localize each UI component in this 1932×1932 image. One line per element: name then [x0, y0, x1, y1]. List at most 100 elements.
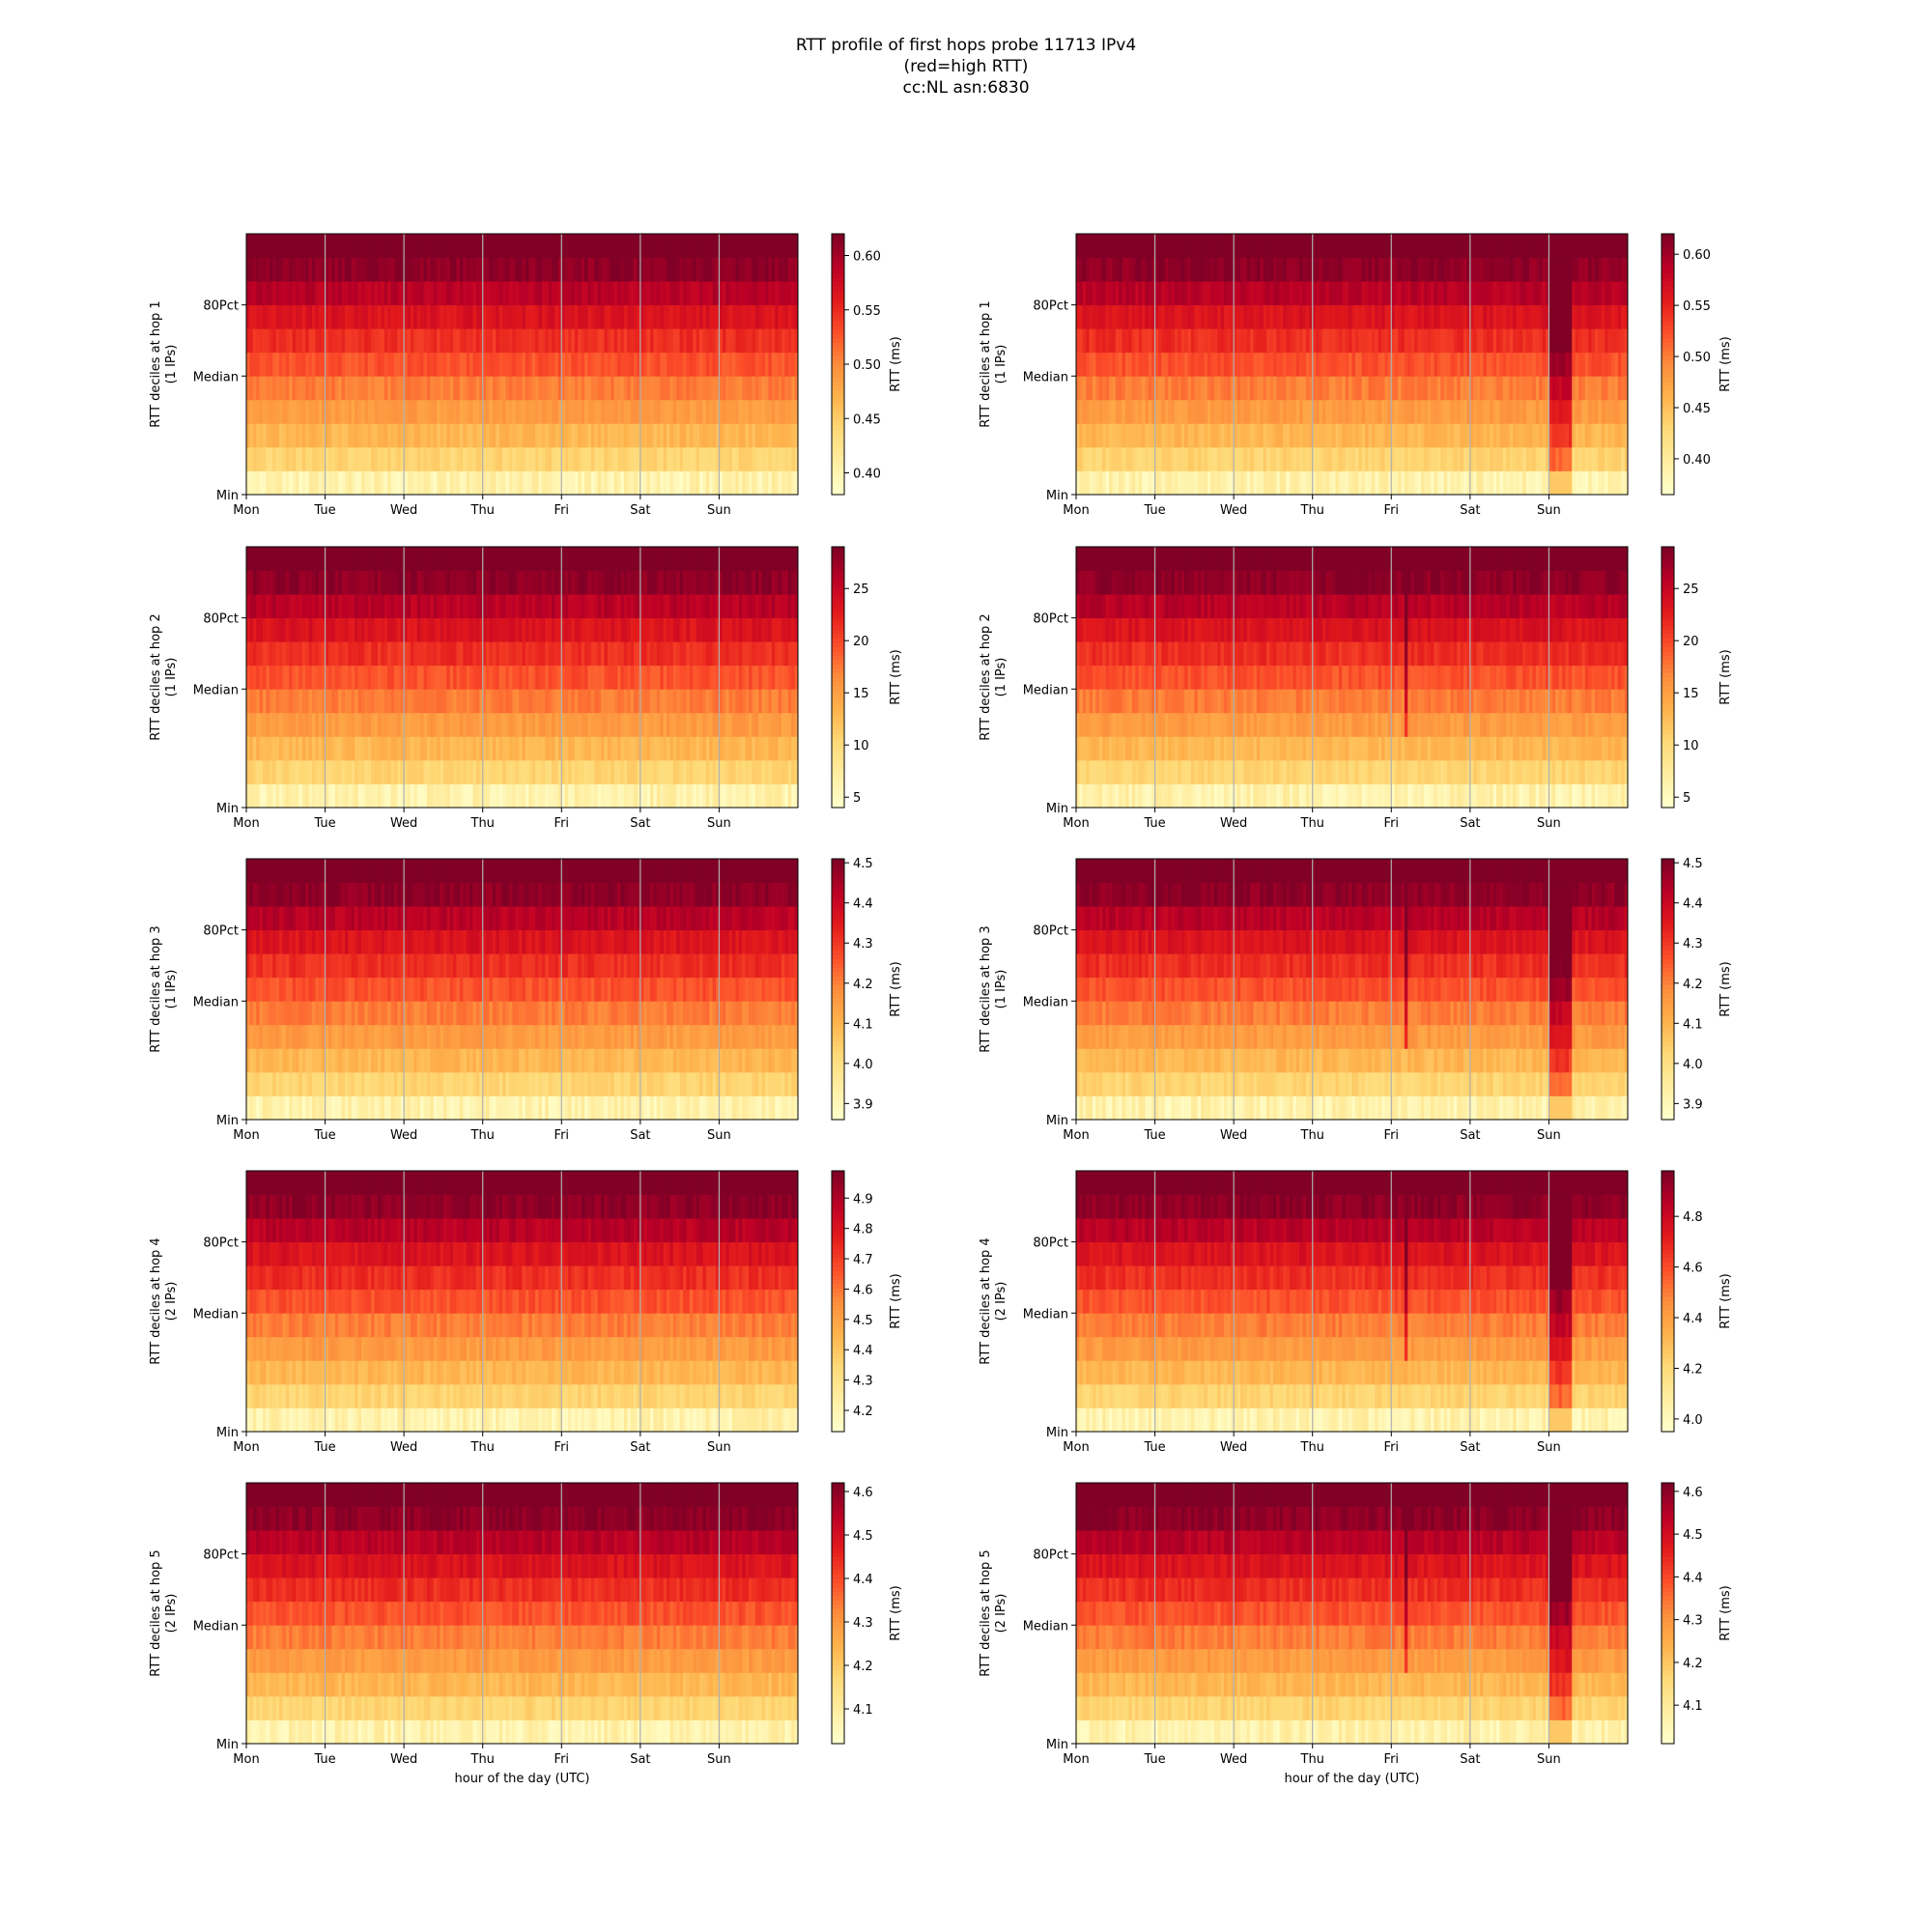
heatmap-cell: [338, 594, 342, 618]
heatmap-cell: [417, 641, 421, 666]
heatmap-cell: [1483, 447, 1487, 471]
heatmap-cell: [1539, 305, 1543, 329]
colorbar-segment: [1662, 273, 1674, 278]
heatmap-cell: [361, 328, 365, 353]
heatmap-cell: [702, 353, 706, 377]
heatmap-cell: [1205, 281, 1208, 305]
heatmap-cell: [460, 594, 464, 618]
heatmap-cell: [490, 234, 494, 258]
heatmap-cell: [368, 281, 372, 305]
heatmap-cell: [266, 258, 270, 282]
heatmap-cell: [1496, 400, 1500, 424]
heatmap-cell: [1358, 281, 1362, 305]
heatmap-cell: [1483, 258, 1487, 282]
heatmap-cell: [1608, 328, 1612, 353]
heatmap-cell: [1510, 258, 1514, 282]
heatmap-cell: [1145, 281, 1149, 305]
heatmap-cell: [1510, 353, 1514, 377]
heatmap-cell: [1598, 328, 1602, 353]
heatmap-cell: [535, 641, 539, 666]
heatmap-cell: [746, 423, 750, 447]
heatmap-cell: [526, 666, 529, 690]
heatmap-cell: [296, 736, 299, 760]
heatmap-cell: [634, 400, 638, 424]
heatmap-cell: [660, 353, 664, 377]
colorbar-segment: [1662, 343, 1674, 348]
heatmap-cell: [286, 571, 290, 595]
heatmap-cell: [394, 400, 398, 424]
heatmap-cell: [526, 376, 529, 400]
heatmap-cell: [669, 470, 673, 495]
heatmap-cell: [1283, 305, 1287, 329]
heatmap-cell: [420, 376, 424, 400]
heatmap-cell: [1158, 376, 1162, 400]
heatmap-cell: [1102, 234, 1106, 258]
heatmap-cell: [276, 783, 280, 808]
heatmap-cell: [1372, 447, 1376, 471]
heatmap-cell: [355, 258, 358, 282]
heatmap-cell: [1513, 470, 1517, 495]
heatmap-cell: [1431, 376, 1435, 400]
heatmap-cell: [1112, 470, 1116, 495]
heatmap-cell: [260, 713, 264, 737]
heatmap-cell: [335, 234, 339, 258]
heatmap-cell: [1214, 376, 1218, 400]
heatmap-cell: [1257, 447, 1261, 471]
heatmap-cell: [272, 713, 276, 737]
heatmap-cell: [1440, 470, 1444, 495]
heatmap-cell: [263, 736, 267, 760]
heatmap-cell: [713, 234, 717, 258]
heatmap-cell: [1090, 400, 1094, 424]
heatmap-cell: [1532, 328, 1536, 353]
heatmap-cell: [391, 689, 395, 713]
heatmap-cell: [1522, 447, 1526, 471]
heatmap-cell: [660, 470, 664, 495]
colorbar-segment: [832, 321, 844, 326]
heatmap-cell: [413, 328, 417, 353]
heatmap-cell: [309, 641, 313, 666]
heatmap-cell: [463, 594, 467, 618]
heatmap-cell: [1477, 353, 1481, 377]
heatmap-cell: [1447, 305, 1451, 329]
heatmap-cell: [1457, 376, 1461, 400]
heatmap-cell: [696, 328, 700, 353]
heatmap-cell: [1086, 328, 1090, 353]
heatmap-cell: [1254, 258, 1258, 282]
heatmap-cell: [1339, 353, 1343, 377]
heatmap-cell: [358, 423, 362, 447]
heatmap-cell: [554, 594, 558, 618]
heatmap-cell: [735, 376, 739, 400]
heatmap-cell: [1602, 234, 1605, 258]
heatmap-cell: [443, 305, 447, 329]
heatmap-cell: [381, 234, 384, 258]
heatmap-cell: [611, 470, 614, 495]
heatmap-cell: [249, 760, 253, 784]
heatmap-cell: [1444, 353, 1448, 377]
heatmap-cell: [342, 305, 346, 329]
heatmap-cell: [1384, 470, 1388, 495]
heatmap-cell: [493, 234, 497, 258]
heatmap-cell: [1122, 470, 1126, 495]
heatmap-cell: [779, 234, 782, 258]
heatmap-cell: [279, 305, 283, 329]
heatmap-cell: [706, 470, 710, 495]
x-tick-label: Mon: [233, 503, 259, 518]
heatmap-cell: [345, 547, 349, 571]
heatmap-cell: [430, 400, 434, 424]
colorbar-segment: [1662, 269, 1674, 273]
heatmap-cell: [296, 571, 299, 595]
heatmap-cell: [457, 353, 461, 377]
heatmap-cell: [791, 281, 795, 305]
heatmap-cell: [279, 376, 283, 400]
heatmap-cell: [279, 234, 283, 258]
heatmap-cell: [490, 258, 494, 282]
heatmap-cell: [528, 353, 532, 377]
heatmap-cell: [342, 328, 346, 353]
heatmap-cell: [1106, 423, 1110, 447]
heatmap-cell: [752, 234, 755, 258]
heatmap-cell: [502, 328, 506, 353]
heatmap-cell: [535, 547, 539, 571]
heatmap-cell: [427, 353, 431, 377]
heatmap-cell: [1576, 470, 1579, 495]
heatmap-cell: [463, 353, 467, 377]
